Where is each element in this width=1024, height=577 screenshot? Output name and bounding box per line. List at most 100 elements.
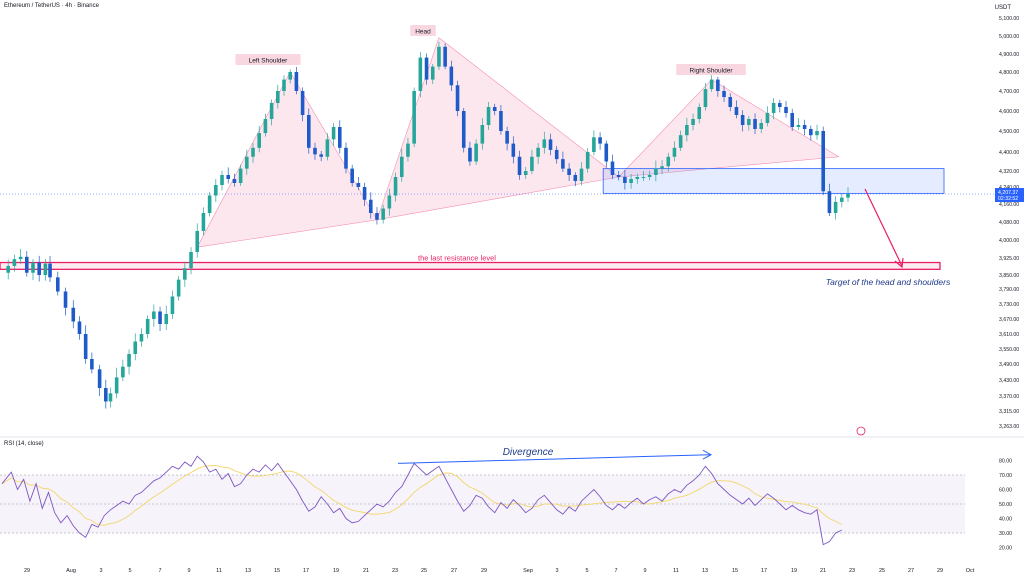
right-shoulder-label-bg <box>676 64 746 75</box>
x-tick-label: 15 <box>274 568 280 574</box>
price-tick-label: 4,500.00 <box>999 129 1019 135</box>
candle-body <box>530 156 534 171</box>
chart-header-symbol: Ethereum / TetherUS · 4h · Binance <box>4 3 99 9</box>
candle-body <box>443 46 447 67</box>
current-price-value: 4,207.37 <box>998 190 1018 196</box>
candle-body <box>381 208 385 220</box>
candle-body <box>616 175 621 177</box>
price-tick-label: 3,550.00 <box>999 347 1019 353</box>
candle-body <box>790 113 795 127</box>
candle-body <box>840 197 844 202</box>
candle-body <box>12 259 17 266</box>
candle-body <box>145 319 150 334</box>
candle-body <box>55 277 60 292</box>
candle-body <box>548 139 553 150</box>
candle-body <box>833 201 838 213</box>
candle-body <box>319 154 323 157</box>
candle-body <box>592 137 596 152</box>
x-tick-label: 29 <box>24 568 30 574</box>
candle-body <box>356 183 361 187</box>
candle-body <box>176 279 181 297</box>
candle-body <box>245 156 249 169</box>
price-tick-label: 4,080.00 <box>999 220 1019 226</box>
candle-body <box>536 147 540 157</box>
price-tick-label: 3,370.00 <box>999 394 1019 400</box>
candle-body <box>523 171 528 175</box>
candle-body <box>635 177 640 179</box>
candle-body <box>517 156 522 175</box>
candle-body <box>90 359 94 370</box>
x-tick-label: 13 <box>245 568 251 574</box>
candle-body <box>226 175 231 179</box>
candle-body <box>331 127 336 140</box>
candle-body <box>480 125 485 144</box>
x-tick-label: 15 <box>732 568 738 574</box>
x-tick-label: 3 <box>555 568 558 574</box>
candle-body <box>691 119 695 125</box>
candle-body <box>430 66 435 80</box>
candle-body <box>127 354 131 367</box>
candle-body <box>368 199 373 213</box>
head-label-bg <box>410 25 436 36</box>
price-tick-label: 5,100.00 <box>999 16 1019 22</box>
price-tick-label: 4,240.00 <box>999 185 1019 191</box>
x-tick-label: Sep <box>523 568 533 574</box>
x-tick-label: 3 <box>99 568 102 574</box>
head-label: Head <box>415 29 431 36</box>
candle-body <box>424 57 429 80</box>
x-tick-label: 17 <box>761 568 767 574</box>
candle-body <box>31 262 35 273</box>
price-tick-label: 3,610.00 <box>999 332 1019 338</box>
candle-body <box>486 107 491 125</box>
candle-body <box>685 125 689 136</box>
divergence-label: Divergence <box>503 447 554 458</box>
candle-body <box>492 107 497 111</box>
x-tick-label: 23 <box>849 568 855 574</box>
rsi-tick-label: 80.00 <box>999 459 1012 465</box>
candle-body <box>554 149 559 160</box>
candle-body <box>703 89 708 107</box>
candle-body <box>796 125 801 127</box>
x-tick-label: 25 <box>421 568 427 574</box>
candle-body <box>802 125 807 129</box>
head-triangle <box>376 37 620 221</box>
candle-body <box>251 147 255 157</box>
rsi-header: RSI (14, close) <box>4 441 44 447</box>
candle-body <box>623 177 627 183</box>
candle-body <box>133 341 138 354</box>
x-tick-label: 23 <box>392 568 398 574</box>
divergence-arrow-head <box>702 449 713 460</box>
x-tick-label: 25 <box>879 568 885 574</box>
x-tick-label: 19 <box>791 568 797 574</box>
candle-body <box>48 263 52 278</box>
candle-body <box>505 131 509 144</box>
candle-body <box>771 103 776 113</box>
candle-body <box>294 72 299 91</box>
price-tick-label: 3,850.00 <box>999 273 1019 279</box>
x-tick-label: 11 <box>216 568 222 574</box>
price-tick-label: 3,490.00 <box>999 362 1019 368</box>
candle-body <box>499 111 503 131</box>
candle-body <box>337 127 342 148</box>
price-tick-label: 3,670.00 <box>999 317 1019 323</box>
candle-body <box>585 152 590 169</box>
candle-body <box>269 103 274 119</box>
candle-body <box>437 46 441 67</box>
candle-body <box>573 175 578 181</box>
alert-icon <box>856 426 866 436</box>
resistance-label: the last resistance level <box>418 254 496 263</box>
resistance-band <box>0 261 941 270</box>
candle-body <box>511 143 516 157</box>
candle-body <box>604 143 609 162</box>
candle-body <box>158 311 162 324</box>
candle-body <box>412 91 416 144</box>
x-tick-label: 29 <box>937 568 943 574</box>
candle-body <box>238 168 243 183</box>
candle-body <box>24 256 29 273</box>
x-tick-label: Oct <box>966 568 975 574</box>
candle-body <box>263 119 268 134</box>
candle-body <box>753 119 757 129</box>
candle-body <box>821 131 826 192</box>
candle-body <box>43 263 48 275</box>
